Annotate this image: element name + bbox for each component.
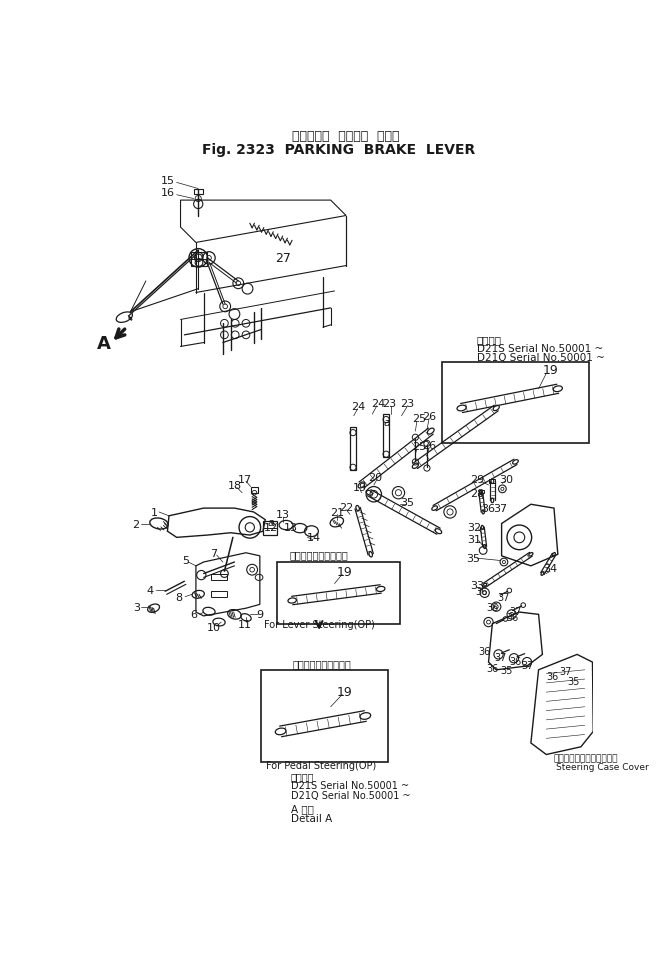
Text: レバーステアリング用: レバーステアリング用 xyxy=(290,549,348,560)
Text: Steering Case Cover: Steering Case Cover xyxy=(555,762,648,770)
Bar xyxy=(383,415,389,457)
Text: 21: 21 xyxy=(330,508,344,517)
Text: 30: 30 xyxy=(499,475,513,484)
Text: 7: 7 xyxy=(210,548,217,558)
Text: 適用号機: 適用号機 xyxy=(291,771,314,781)
Text: 35: 35 xyxy=(500,665,512,675)
Text: 6: 6 xyxy=(190,610,198,620)
Text: D21Q Serial No.50001 ~: D21Q Serial No.50001 ~ xyxy=(291,790,410,799)
Text: 14: 14 xyxy=(307,533,321,543)
Text: 36: 36 xyxy=(481,504,496,514)
Bar xyxy=(194,189,203,195)
Text: 36: 36 xyxy=(506,612,518,623)
Text: D21S Serial No.50001 ~: D21S Serial No.50001 ~ xyxy=(291,780,408,791)
Text: 36: 36 xyxy=(486,602,498,612)
Text: 19: 19 xyxy=(336,565,352,578)
Text: 10: 10 xyxy=(207,623,221,633)
Text: 37: 37 xyxy=(559,667,572,676)
Text: 9: 9 xyxy=(256,610,263,620)
Text: 37: 37 xyxy=(497,593,510,603)
Text: D21Q Serial No.50001 ~: D21Q Serial No.50001 ~ xyxy=(477,353,605,362)
Bar xyxy=(251,487,258,493)
Text: 15: 15 xyxy=(161,176,175,186)
Text: 36: 36 xyxy=(479,646,491,656)
Text: 35: 35 xyxy=(567,676,580,687)
Text: 3: 3 xyxy=(133,602,139,612)
Text: 23: 23 xyxy=(401,398,414,408)
Text: ペダルステアリング用: ペダルステアリング用 xyxy=(292,659,351,669)
Text: 16: 16 xyxy=(161,188,175,199)
Text: 18: 18 xyxy=(228,481,243,490)
Text: a: a xyxy=(383,418,391,427)
Bar xyxy=(479,491,484,494)
Text: 33: 33 xyxy=(470,580,484,590)
Text: 12: 12 xyxy=(264,523,278,533)
Bar xyxy=(442,362,589,443)
Text: 35: 35 xyxy=(466,553,480,564)
Text: 29: 29 xyxy=(470,475,484,484)
Text: 28: 28 xyxy=(470,488,484,498)
Text: 11: 11 xyxy=(237,619,251,629)
Text: 4: 4 xyxy=(147,585,153,595)
Text: 適用号機: 適用号機 xyxy=(477,334,502,344)
Text: 35: 35 xyxy=(401,497,414,508)
Text: 27: 27 xyxy=(275,252,291,266)
Bar xyxy=(263,521,277,536)
Text: 24: 24 xyxy=(351,402,366,412)
Text: For Lever Steering(OP): For Lever Steering(OP) xyxy=(264,619,375,629)
Text: ステアリングケースカバー: ステアリングケースカバー xyxy=(554,753,619,763)
Text: 37: 37 xyxy=(521,661,533,671)
Bar xyxy=(350,427,356,470)
Text: 37: 37 xyxy=(494,652,506,662)
Text: A: A xyxy=(97,334,110,352)
Text: 36: 36 xyxy=(510,656,522,666)
Bar xyxy=(212,592,227,598)
Text: A 詳細: A 詳細 xyxy=(291,803,313,814)
Text: 19: 19 xyxy=(542,363,558,377)
Text: 31: 31 xyxy=(468,534,482,545)
Text: 13: 13 xyxy=(276,510,290,519)
Text: 5: 5 xyxy=(182,556,190,566)
Text: 26: 26 xyxy=(422,411,436,422)
Text: 37: 37 xyxy=(493,504,507,514)
Text: a: a xyxy=(267,517,274,527)
Text: 17: 17 xyxy=(237,475,251,484)
Text: Fig. 2323  PARKING  BRAKE  LEVER: Fig. 2323 PARKING BRAKE LEVER xyxy=(202,143,475,157)
Text: パーキング  ブレーキ  レバー: パーキング ブレーキ レバー xyxy=(292,130,400,143)
Text: 37: 37 xyxy=(509,606,522,616)
Text: 36: 36 xyxy=(486,664,498,673)
Text: 26: 26 xyxy=(422,441,436,451)
Bar xyxy=(190,253,208,267)
Text: Detail A: Detail A xyxy=(291,813,332,823)
Text: 19: 19 xyxy=(336,685,352,698)
Text: 1: 1 xyxy=(151,508,157,517)
Text: 23: 23 xyxy=(382,399,396,409)
Text: 34: 34 xyxy=(543,564,557,574)
Text: 22: 22 xyxy=(339,502,353,512)
Bar xyxy=(261,671,389,763)
Text: For Pedal Steering(OP): For Pedal Steering(OP) xyxy=(266,760,377,769)
Bar xyxy=(277,562,400,624)
Text: 24: 24 xyxy=(371,399,385,409)
Bar xyxy=(212,574,227,580)
Text: 32: 32 xyxy=(467,523,482,533)
Text: 8: 8 xyxy=(176,592,183,602)
Text: 20: 20 xyxy=(368,473,383,483)
Bar xyxy=(489,480,496,484)
Text: 25: 25 xyxy=(412,442,426,452)
Text: 36: 36 xyxy=(475,586,488,597)
Text: D21S Serial No.50001 ~: D21S Serial No.50001 ~ xyxy=(477,344,603,354)
Text: 36: 36 xyxy=(546,672,559,681)
Text: 2: 2 xyxy=(133,519,139,529)
Text: 13: 13 xyxy=(284,523,297,533)
Text: 25: 25 xyxy=(412,414,426,423)
Text: 19: 19 xyxy=(353,482,367,492)
